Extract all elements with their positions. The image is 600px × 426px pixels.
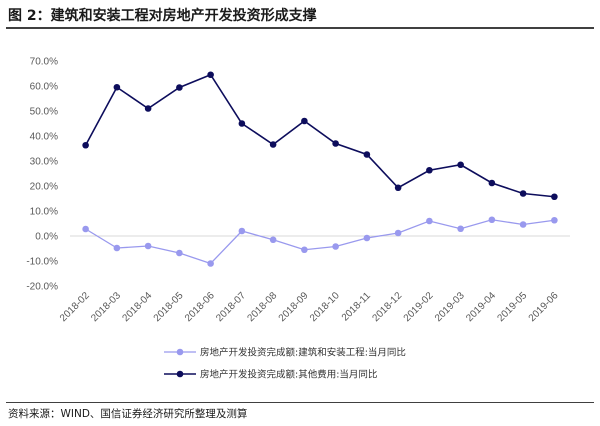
y-tick-label: -20.0% [26, 282, 58, 293]
series-1-point [394, 229, 402, 237]
legend-label-2: 房地产开发投资完成额:其他费用:当月同比 [200, 369, 377, 381]
series-2-point [301, 117, 308, 125]
series-line-1 [85, 219, 555, 265]
y-tick-label: 10.0% [30, 207, 58, 218]
legend-marker-1 [176, 348, 184, 356]
x-tick-label: 2018-05 [152, 290, 186, 324]
x-tick-label: 2019-04 [464, 290, 498, 324]
series-2-point [394, 184, 402, 192]
y-tick-label: 20.0% [30, 182, 58, 193]
x-tick-label: 2019-06 [527, 290, 561, 324]
x-tick-label: 2018-08 [246, 290, 280, 324]
series-1-point [363, 234, 371, 242]
series-1-point [301, 246, 308, 254]
series-1-point [207, 260, 214, 267]
source-note: 资料来源：WIND、国信证券经济研究所整理及测算 [8, 408, 248, 420]
series-1-point [238, 227, 246, 235]
x-tick-label: 2018-04 [121, 290, 155, 324]
x-tick-label: 2019-02 [402, 290, 436, 324]
series-2-point [144, 105, 152, 112]
series-2-point [551, 193, 558, 201]
y-tick-label: 70.0% [30, 57, 58, 68]
series-1-point [519, 221, 527, 228]
series-1-point [426, 217, 433, 225]
x-tick-label: 2018-11 [340, 290, 374, 324]
x-tick-label: 2019-05 [496, 290, 530, 324]
series-2-point [332, 140, 339, 147]
x-tick-label: 2018-09 [277, 290, 311, 324]
y-axis: 70.0% 60.0% 50.0% 40.0% 30.0% 20.0% 10.0% 0.0% -… [26, 57, 58, 293]
series-2-point [238, 120, 246, 127]
series-1-point [332, 243, 339, 250]
figure-title: 图 2：建筑和安装工程对房地产开发投资形成支撑 [8, 8, 317, 24]
legend: 房地产开发投资完成额:建筑和安装工程:当月同比房地产开发投资完成额:其他费用:当… [164, 347, 406, 381]
series-2-point [363, 151, 371, 158]
series-1-point [269, 236, 277, 244]
x-tick-label: 2018-02 [58, 290, 92, 324]
series-2-point [488, 179, 496, 187]
series-1-point [551, 216, 558, 224]
x-tick-label: 2018-03 [89, 290, 123, 324]
series-2-point [207, 71, 214, 79]
y-tick-label: -10.0% [26, 257, 58, 268]
legend-marker-2 [176, 370, 184, 378]
series-2-point [519, 190, 527, 197]
y-tick-label: 30.0% [30, 157, 58, 168]
series-layer [82, 71, 558, 267]
series-1-point [82, 225, 89, 233]
x-tick-label: 2019-03 [433, 290, 467, 324]
series-1-point [457, 225, 464, 233]
series-2-point [176, 84, 183, 91]
series-2-point [82, 141, 89, 149]
series-2-point [457, 161, 464, 169]
series-2-point [426, 166, 433, 174]
series-1-point [176, 249, 183, 257]
series-1-point [113, 244, 121, 252]
y-tick-label: 50.0% [30, 107, 58, 118]
bottom-rule [6, 402, 594, 403]
series-line-2 [84, 73, 555, 198]
series-2-point [269, 141, 277, 148]
x-tick-label: 2018-07 [214, 290, 248, 324]
x-tick-label: 2018-06 [183, 290, 217, 324]
y-tick-label: 60.0% [30, 82, 58, 93]
top-rule [6, 27, 594, 29]
x-tick-label: 2018-12 [371, 290, 405, 324]
y-tick-label: 40.0% [30, 132, 58, 143]
series-1-point [488, 216, 496, 224]
series-1-point [144, 242, 152, 250]
x-tick-label: 2018-10 [308, 290, 342, 324]
y-tick-label: 0.0% [35, 232, 58, 243]
series-2-point [113, 83, 121, 91]
legend-label-1: 房地产开发投资完成额:建筑和安装工程:当月同比 [200, 347, 406, 359]
